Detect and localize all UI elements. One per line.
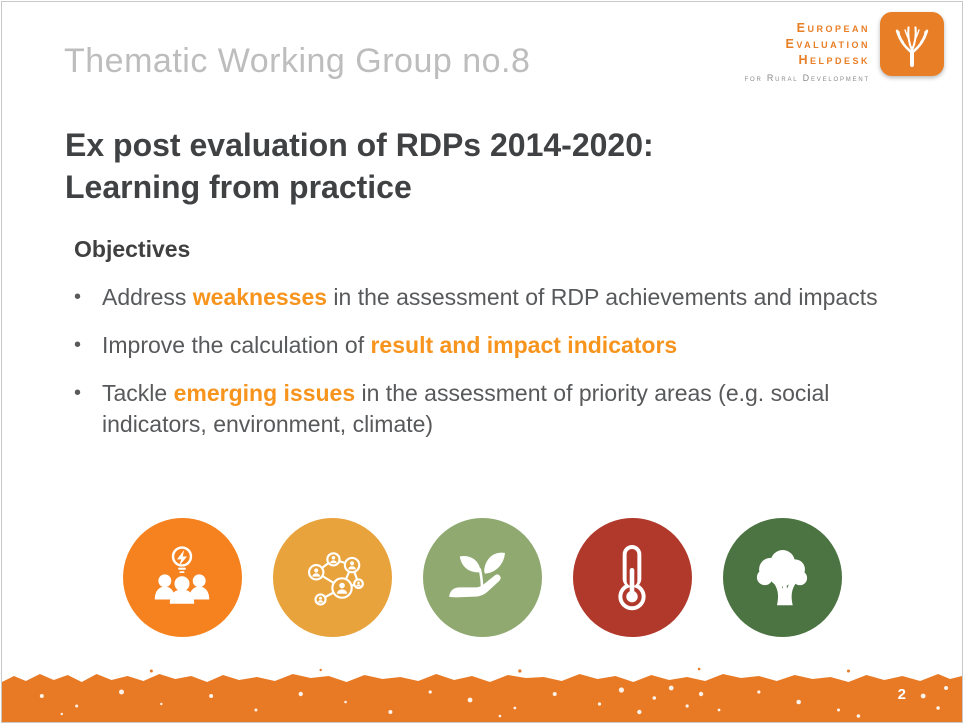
team-idea-icon bbox=[122, 518, 242, 637]
page-number: 2 bbox=[897, 686, 906, 703]
hand-plant-icon bbox=[422, 518, 542, 637]
list-item: • Address weaknesses in the assessment o… bbox=[74, 282, 904, 313]
list-item: • Improve the calculation of result and … bbox=[74, 330, 904, 361]
bullet-text: Improve the calculation of result and im… bbox=[102, 332, 678, 358]
people-network-icon bbox=[272, 518, 392, 637]
logo-tree-icon bbox=[880, 12, 944, 76]
highlight-text: result and impact indicators bbox=[370, 332, 678, 358]
slide-kicker: Thematic Working Group no.8 bbox=[64, 42, 531, 80]
page-title-line-2: Learning from practice bbox=[65, 169, 412, 205]
logo-line-1: European bbox=[796, 21, 870, 35]
thermometer-icon bbox=[572, 518, 692, 637]
logo-line-2: Evaluation bbox=[785, 37, 870, 51]
bullet-marker: • bbox=[74, 334, 82, 356]
torn-edge-graphic bbox=[2, 667, 962, 722]
page-title: Ex post evaluation of RDPs 2014-2020: Le… bbox=[65, 124, 885, 208]
bullet-marker: • bbox=[74, 286, 82, 308]
logo-line-3: Helpdesk bbox=[798, 53, 870, 67]
list-item: • Tackle emerging issues in the assessme… bbox=[74, 378, 904, 440]
tree-icon bbox=[722, 518, 842, 637]
objectives-list: • Address weaknesses in the assessment o… bbox=[74, 282, 904, 457]
bullet-text: Tackle emerging issues in the assessment… bbox=[102, 380, 830, 437]
bullet-marker: • bbox=[74, 382, 82, 404]
highlight-text: emerging issues bbox=[173, 380, 356, 406]
bullet-text: Address weaknesses in the assessment of … bbox=[102, 284, 878, 310]
highlight-text: weaknesses bbox=[192, 284, 328, 310]
theme-icon-row bbox=[2, 518, 962, 637]
helpdesk-logo-text: European Evaluation Helpdesk for Rural D… bbox=[745, 12, 870, 83]
logo-subline: for Rural Development bbox=[744, 73, 870, 83]
page-title-line-1: Ex post evaluation of RDPs 2014-2020: bbox=[65, 127, 654, 163]
footer-band: 2 bbox=[2, 666, 962, 722]
objectives-label: Objectives bbox=[74, 236, 191, 262]
helpdesk-logo: European Evaluation Helpdesk for Rural D… bbox=[745, 12, 944, 83]
